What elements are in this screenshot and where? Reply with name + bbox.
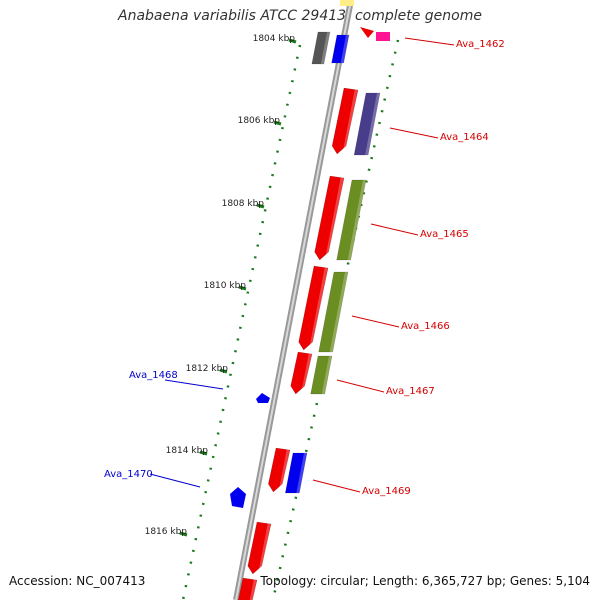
feature-blue-1469	[285, 452, 308, 494]
gene-red-1472[interactable]	[235, 577, 258, 600]
feature-olive-1465	[336, 179, 367, 261]
gene-red-1463[interactable]	[331, 87, 359, 155]
gene-blue-1468[interactable]	[256, 393, 270, 403]
kbp-tick-mark	[219, 368, 228, 374]
gene-red-1462-small[interactable]	[360, 27, 374, 38]
feature-olive-1467-shade	[321, 356, 332, 394]
label-leader-line	[312, 479, 361, 493]
tick-label: 1806 kbp	[238, 116, 281, 126]
label-leader-line	[389, 127, 439, 139]
gene-red-1465a[interactable]	[314, 175, 345, 261]
kbp-tick-mark	[273, 120, 282, 126]
feature-blue-1469-shade	[296, 453, 307, 493]
feature-purple-1464-shade	[365, 93, 380, 155]
gene-label-ava-1470[interactable]: Ava_1470	[104, 469, 153, 480]
gene-red-1463-shade[interactable]	[343, 88, 358, 150]
map-title: Anabaena variabilis ATCC 29413, complete…	[118, 8, 482, 24]
tick-label: 1816 kbp	[145, 527, 188, 537]
gene-red-1469a-shade[interactable]	[279, 448, 290, 488]
genome-backbone-highlight	[235, 0, 352, 600]
feature-pink-1462	[376, 32, 390, 41]
gene-label-ava-1464[interactable]: Ava_1464	[440, 132, 489, 143]
gene-blue-1461b-shade[interactable]	[340, 35, 349, 63]
feature-olive-1466	[318, 271, 349, 353]
tick-label: 1812 kbp	[186, 364, 229, 374]
label-leader-line	[149, 473, 201, 488]
kbp-tick-mark	[179, 531, 188, 537]
gene-red-1467a[interactable]	[290, 351, 313, 395]
gene-label-ava-1468[interactable]: Ava_1468	[129, 370, 178, 381]
gene-red-1467a-shade[interactable]	[301, 352, 312, 390]
gene-blue-1470[interactable]	[230, 487, 246, 508]
label-leader-line	[164, 379, 224, 390]
tick-label: 1804 kbp	[253, 34, 296, 44]
gene-red-1465a-shade[interactable]	[325, 176, 344, 256]
feature-olive-1465-shade	[347, 180, 366, 260]
tick-label: 1808 kbp	[222, 199, 265, 209]
feature-gray-1461	[311, 31, 331, 65]
accession-text: Accession: NC_007413	[9, 574, 146, 588]
gene-red-1472-shade[interactable]	[246, 578, 257, 600]
gene-red-1469a[interactable]	[268, 447, 291, 493]
feature-olive-1466-shade	[329, 272, 348, 352]
tick-label: 1814 kbp	[166, 446, 209, 456]
topology-text: Topology: circular; Length: 6,365,727 bp…	[260, 574, 590, 588]
kbp-tick-mark	[256, 203, 265, 209]
tick-label: 1810 kbp	[204, 281, 247, 291]
gene-label-ava-1462[interactable]: Ava_1462	[456, 39, 505, 50]
label-leader-line	[404, 37, 455, 46]
label-leader-line	[351, 315, 400, 328]
feature-yellow-top	[340, 0, 354, 6]
feature-gray-1461-shade	[320, 32, 330, 64]
gene-red-1471-shade[interactable]	[258, 522, 271, 570]
label-leader-line	[370, 223, 419, 236]
gene-red-1466a-shade[interactable]	[309, 266, 328, 346]
gene-red-1471[interactable]	[247, 521, 272, 575]
kbp-tick-mark	[288, 38, 297, 44]
gene-red-1466a[interactable]	[298, 265, 329, 351]
inner-dotted-track	[181, 44, 302, 600]
feature-olive-1467	[310, 355, 333, 395]
gene-label-ava-1465[interactable]: Ava_1465	[420, 229, 469, 240]
gene-blue-1461b[interactable]	[331, 34, 350, 64]
kbp-tick-mark	[199, 450, 208, 456]
gene-label-ava-1469[interactable]: Ava_1469	[362, 486, 411, 497]
gene-label-ava-1467[interactable]: Ava_1467	[386, 386, 435, 397]
kbp-tick-mark	[238, 285, 247, 291]
label-leader-line	[336, 379, 385, 393]
feature-purple-1464	[353, 92, 381, 156]
gene-label-ava-1466[interactable]: Ava_1466	[401, 321, 450, 332]
